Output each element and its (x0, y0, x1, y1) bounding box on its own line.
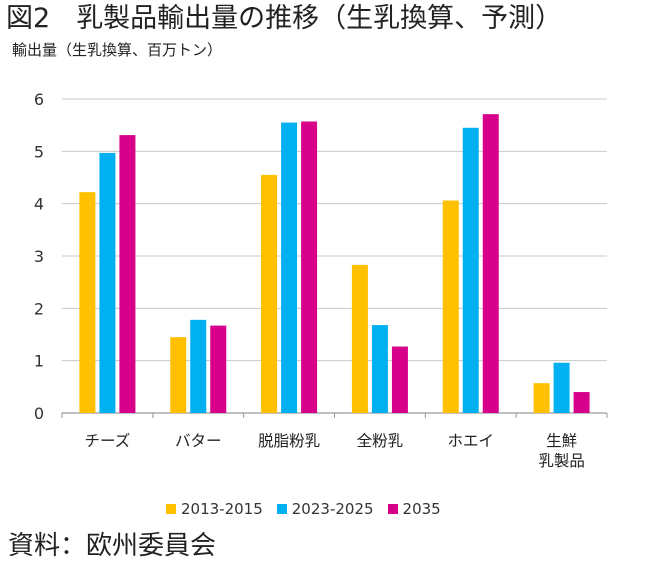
legend-label-2035: 2035 (402, 500, 441, 518)
bar-2023-2025-5 (553, 362, 570, 413)
chart-title-text: 乳製品輸出量の推移（生乳換算、予測） (76, 3, 563, 34)
legend: 2013-2015 2023-2025 2035 (166, 499, 455, 519)
y-tick-label-3: 3 (34, 247, 44, 266)
bar-2013-2015-4 (442, 200, 459, 413)
bar-2035-1 (210, 325, 227, 413)
y-tick-label-1: 1 (34, 352, 44, 371)
bar-2023-2025-3 (371, 325, 388, 413)
y-tick-label-6: 6 (34, 90, 44, 109)
y-tick-label-4: 4 (34, 195, 44, 214)
bar-2023-2025-2 (281, 122, 298, 414)
legend-item-2023-2025: 2023-2025 (276, 499, 374, 519)
figure-number: 図2 (6, 3, 51, 34)
y-tick-label-2: 2 (34, 299, 44, 318)
legend-item-2013-2015: 2013-2015 (166, 499, 263, 519)
legend-label-2013-2015: 2013-2015 (181, 500, 263, 518)
source-note: 資料：欧州委員会 (8, 531, 217, 561)
bar-2023-2025-0 (99, 152, 116, 414)
legend-item-2035: 2035 (387, 499, 441, 519)
x-tick-label: 脱脂粉乳 (258, 432, 320, 450)
bar-2035-5 (573, 392, 590, 413)
y-axis-label: 輸出量（生乳換算、百万トン） (12, 41, 223, 59)
bar-2023-2025-4 (462, 127, 479, 414)
bar-2035-4 (482, 114, 499, 413)
bar-2023-2025-1 (190, 319, 207, 413)
bar-2013-2015-0 (79, 192, 96, 413)
bar-2035-2 (301, 121, 318, 414)
x-tick-label: チーズ (85, 432, 131, 450)
bar-2013-2015-1 (170, 337, 187, 413)
x-tick-label: ホエイ (447, 432, 494, 450)
x-tick-label: バター (175, 432, 222, 450)
bar-2013-2015-2 (261, 174, 278, 413)
legend-swatch-2035 (387, 504, 398, 514)
bar-2013-2015-3 (351, 264, 368, 413)
legend-swatch-2023-2025 (276, 504, 287, 514)
legend-swatch-2013-2015 (166, 504, 176, 514)
bar-2035-0 (119, 135, 136, 414)
x-tick-label: 生鮮 (546, 432, 577, 450)
legend-label-2023-2025: 2023-2025 (291, 500, 374, 518)
chart-title: 図2 乳製品輸出量の推移（生乳換算、予測） (6, 2, 562, 36)
bar-2013-2015-5 (533, 383, 550, 413)
x-tick-label: 乳製品 (538, 452, 585, 470)
x-tick-label: 全粉乳 (357, 432, 404, 450)
y-tick-label-5: 5 (34, 142, 44, 161)
bar-2035-3 (391, 346, 408, 413)
y-tick-label-0: 0 (34, 404, 44, 423)
